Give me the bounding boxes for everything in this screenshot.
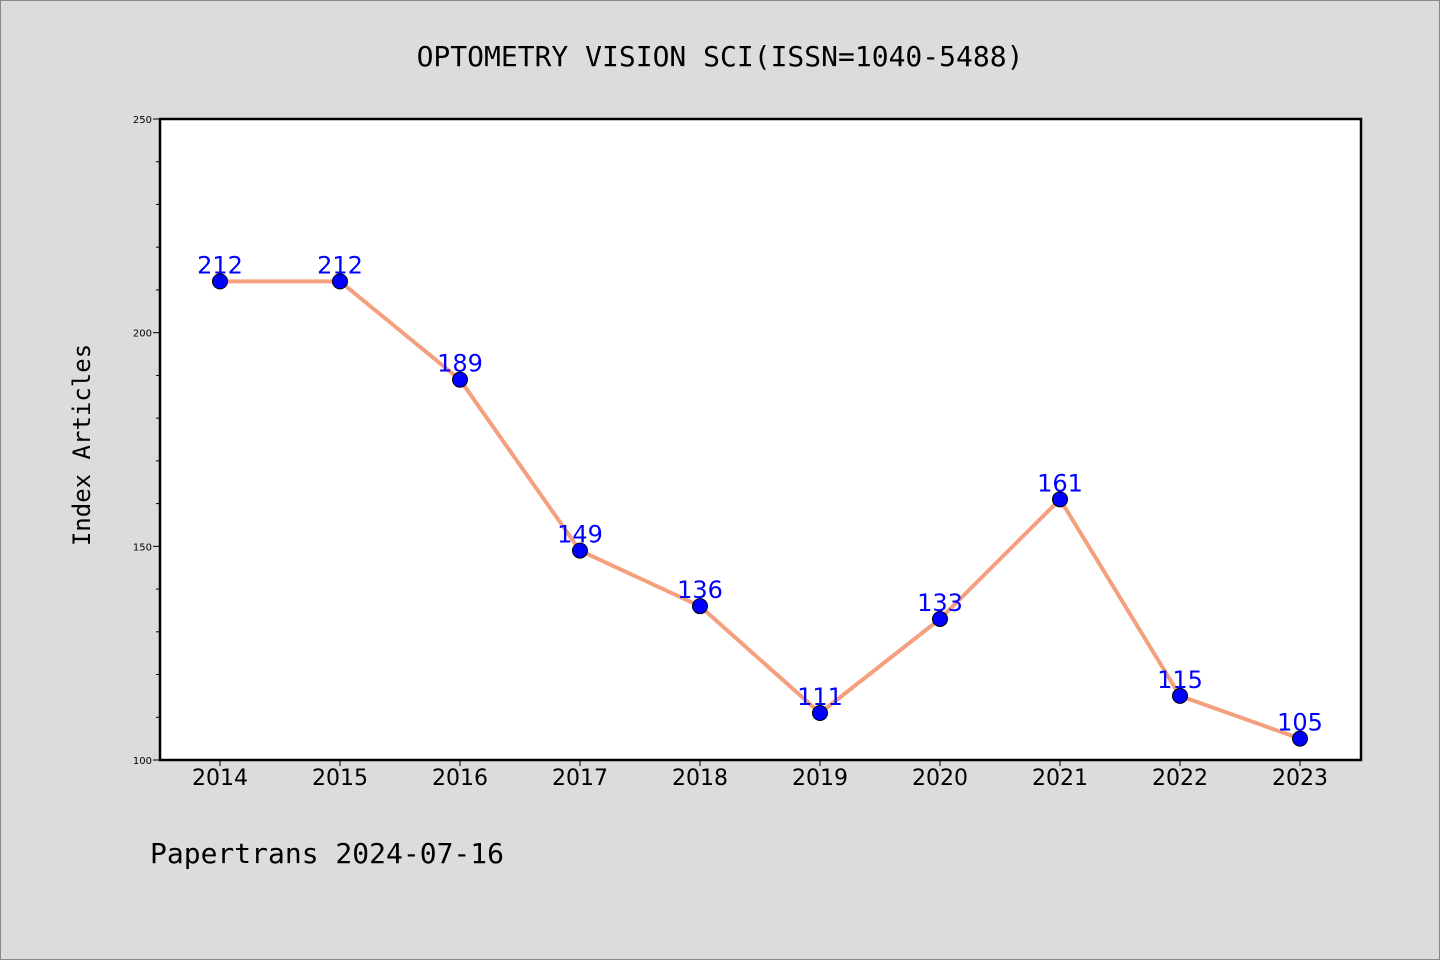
data-label: 111: [797, 683, 843, 711]
y-tick-label: 250: [133, 115, 152, 126]
x-tick-label: 2020: [912, 766, 968, 791]
x-tick-label: 2019: [792, 766, 848, 791]
y-tick-label: 200: [133, 329, 152, 340]
data-point: [212, 273, 228, 290]
x-tick-label: 2022: [1152, 766, 1208, 791]
data-label: 115: [1157, 666, 1203, 694]
data-label: 212: [317, 251, 363, 279]
plot-area: [158, 117, 1363, 762]
y-axis: 100 150 200 250: [133, 115, 160, 767]
x-tick-label: 2016: [432, 766, 488, 791]
data-point: [1052, 491, 1068, 508]
data-label: 161: [1037, 469, 1083, 497]
data-point: [1292, 730, 1308, 747]
series-layer: 212 212 189 149 136 111 133 161 115 105: [197, 251, 1323, 747]
x-tick-label: 2023: [1272, 766, 1328, 791]
footer-credit: Papertrans 2024-07-16: [150, 837, 504, 870]
data-point: [452, 371, 468, 388]
x-tick-label: 2014: [192, 766, 248, 791]
y-tick-label: 100: [133, 756, 152, 767]
x-axis: 2014 2015 2016 2017 2018 2019 2020 2021 2022 2023: [192, 760, 1328, 791]
data-label: 189: [437, 350, 483, 378]
data-label: 212: [197, 251, 243, 279]
x-tick-label: 2021: [1032, 766, 1088, 791]
data-point: [332, 273, 348, 290]
data-point: [572, 542, 588, 559]
data-point: [692, 598, 708, 615]
x-tick-label: 2017: [552, 766, 608, 791]
data-point: [932, 610, 948, 627]
data-point: [812, 704, 828, 721]
data-label: 136: [677, 576, 723, 604]
data-label: 149: [557, 521, 603, 549]
y-tick-label: 150: [133, 542, 152, 553]
x-tick-label: 2018: [672, 766, 728, 791]
y-axis-label: Index Articles: [68, 344, 96, 546]
data-point: [1172, 687, 1188, 704]
chart-title: OPTOMETRY VISION SCI(ISSN=1040-5488): [417, 40, 1024, 73]
data-label: 133: [917, 589, 963, 617]
data-label: 105: [1277, 709, 1323, 737]
x-tick-label: 2015: [312, 766, 368, 791]
series-line: [220, 279, 1301, 741]
